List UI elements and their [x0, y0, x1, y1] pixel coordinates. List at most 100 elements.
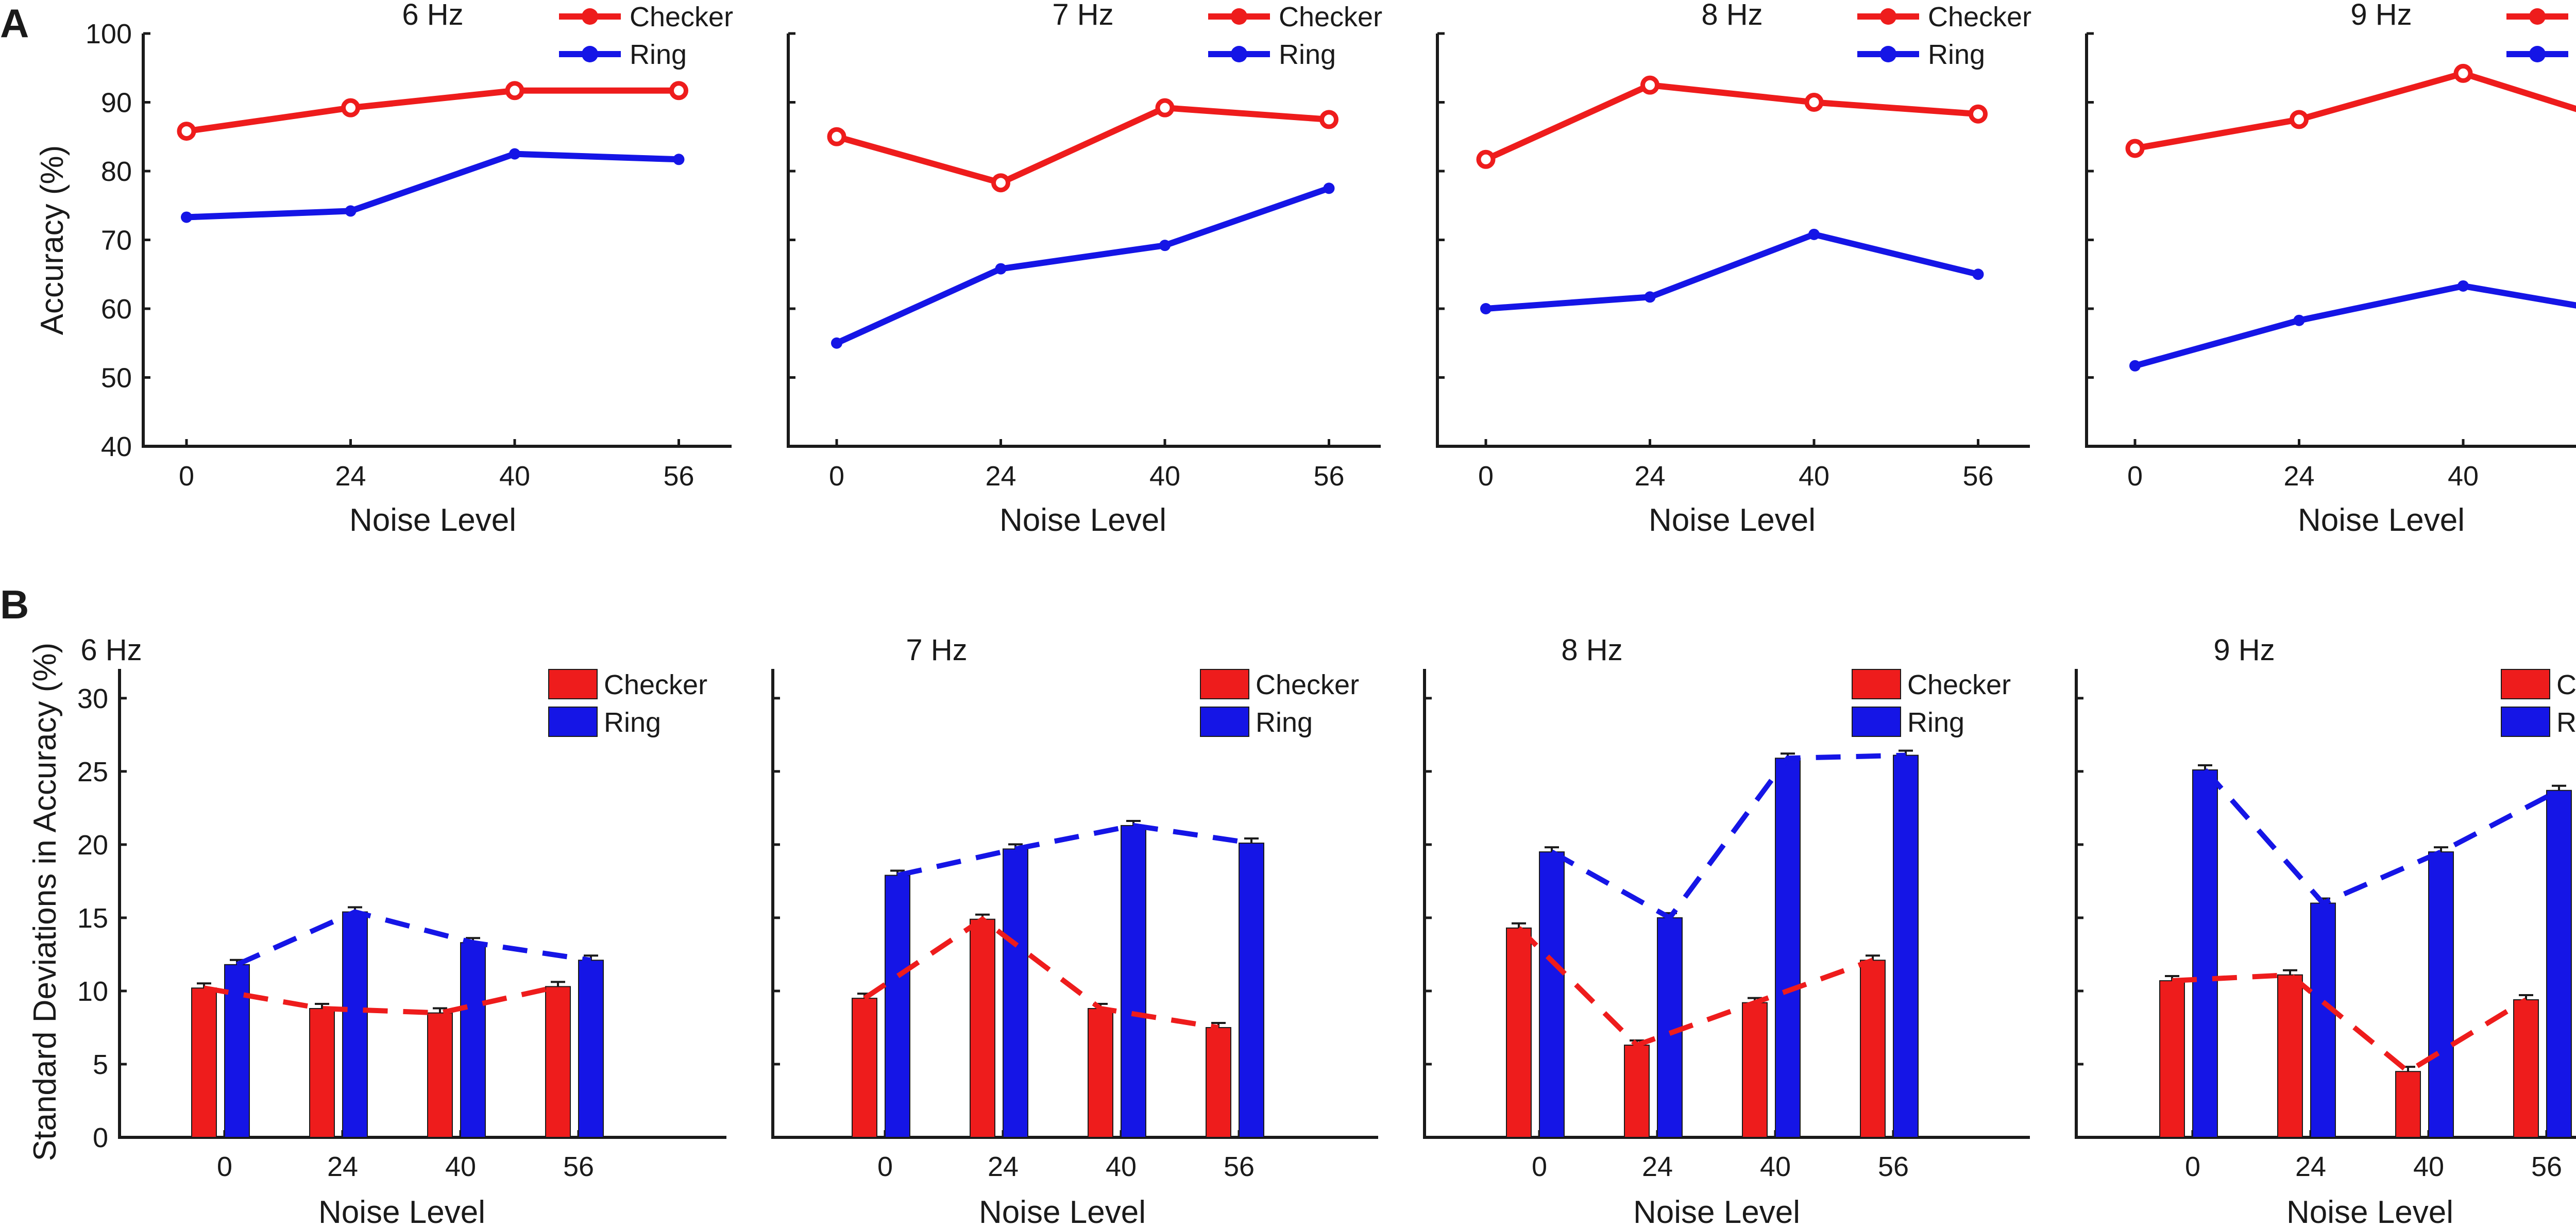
data-point-ring	[831, 337, 842, 349]
x-axis-label: Noise Level	[349, 502, 516, 538]
x-tick-label: 40	[1149, 461, 1180, 492]
legend-marker-checker	[1880, 8, 1896, 25]
data-point-ring	[1323, 182, 1335, 194]
x-tick-label: 56	[663, 461, 694, 492]
bar-checker	[1624, 1045, 1650, 1138]
legend-label-ring: Ring	[1907, 707, 1964, 738]
bar-ring	[1893, 754, 1919, 1138]
panel-b-letter: B	[0, 582, 29, 627]
legend-label-ring: Ring	[1256, 707, 1313, 738]
bar-ring	[2428, 851, 2454, 1138]
x-tick-label: 40	[499, 461, 530, 492]
y-tick-label: 5	[93, 1049, 108, 1080]
bar-ring	[1121, 825, 1146, 1138]
legend-swatch-checker	[2501, 669, 2550, 699]
data-point-checker	[505, 81, 524, 100]
x-tick-label: 24	[327, 1151, 358, 1182]
y-tick-label: 15	[77, 903, 108, 934]
x-tick-label: 0	[179, 461, 194, 492]
x-tick-label: 24	[1642, 1151, 1673, 1182]
series-line-ring	[1485, 231, 1979, 312]
x-axis-label: Noise Level	[1649, 502, 1816, 538]
legend-marker-ring	[582, 46, 598, 62]
line-chart-7hz: 0 24 40 56 7 Hz Noise Level Checker Ring	[787, 0, 1382, 538]
x-axis-label: Noise Level	[1633, 1195, 1800, 1226]
data-point-checker	[827, 127, 846, 146]
data-point-ring	[345, 205, 357, 217]
x-tick-label: 40	[2413, 1151, 2444, 1182]
x-tick-label: 24	[335, 461, 366, 492]
chart-title: 8 Hz	[1701, 0, 1762, 31]
bar-chart-6hz: 0 5 10 15 20 25 30 0 24 40 56 6 Hz Noise Level Standa…	[27, 633, 726, 1226]
y-tick-label: 40	[101, 431, 132, 462]
bar-ring	[1775, 758, 1801, 1138]
bar-checker	[1742, 1002, 1768, 1138]
chart-title: 6 Hz	[402, 0, 463, 31]
legend-marker-ring	[2529, 46, 2546, 62]
data-point-checker	[1969, 104, 1988, 124]
legend-label-checker: Checker	[1279, 2, 1382, 32]
bar-checker	[2395, 1071, 2421, 1138]
line-chart-6hz: 40 50 60 70 80 90 100 0 24 40 56 6 Hz Noise Level Acc…	[35, 0, 733, 538]
series-line-checker	[2134, 70, 2576, 152]
data-point-ring	[2293, 314, 2305, 326]
x-axis-label: Noise Level	[318, 1195, 485, 1226]
data-point-checker	[1155, 98, 1175, 117]
y-tick-label: 30	[77, 683, 108, 714]
bar-ring	[2546, 790, 2572, 1138]
trend-line-ring	[896, 822, 1252, 878]
y-tick-label: 20	[77, 830, 108, 861]
y-tick-label: 100	[86, 19, 132, 49]
data-point-checker	[669, 81, 688, 100]
series-line-ring	[835, 185, 1330, 346]
bar-checker	[852, 998, 877, 1138]
line-chart-8hz: 0 24 40 56 8 Hz Noise Level Checker Ring	[1436, 0, 2031, 538]
trend-line-ring	[235, 909, 591, 967]
bar-ring	[460, 942, 486, 1138]
series-line-ring	[2134, 282, 2576, 369]
data-point-ring	[2129, 360, 2141, 372]
data-point-ring	[509, 148, 520, 160]
data-point-ring	[2458, 280, 2469, 292]
trend-line-checker	[2172, 972, 2528, 1075]
legend-label-checker: Checker	[630, 2, 733, 32]
data-point-checker	[1319, 110, 1338, 129]
data-point-checker	[2125, 139, 2145, 158]
x-tick-label: 0	[1478, 461, 1494, 492]
legend-label-ring: Ring	[2556, 707, 2576, 738]
bar-ring	[1539, 851, 1565, 1138]
data-point-checker	[1476, 149, 1496, 169]
data-point-ring	[1644, 291, 1656, 303]
bar-chart-9hz: 0 24 40 56 9 Hz Noise Level Checker Ring	[2075, 633, 2576, 1226]
chart-title: 6 Hz	[80, 633, 142, 667]
x-tick-label: 40	[445, 1151, 476, 1182]
bar-checker	[2513, 999, 2539, 1138]
y-tick-label: 70	[101, 225, 132, 256]
data-point-checker	[177, 122, 196, 141]
bar-ring	[342, 911, 368, 1138]
data-point-checker	[1804, 93, 1824, 112]
chart-title: 9 Hz	[2213, 633, 2275, 667]
bar-checker	[2159, 980, 2185, 1138]
x-tick-label: 0	[1532, 1151, 1547, 1182]
x-tick-label: 24	[1634, 461, 1665, 492]
x-tick-label: 56	[1224, 1151, 1255, 1182]
data-point-ring	[1972, 268, 1984, 280]
y-tick-label: 80	[101, 156, 132, 187]
bar-checker	[427, 1012, 453, 1138]
x-tick-label: 56	[1962, 461, 1993, 492]
data-point-checker	[2290, 110, 2309, 129]
legend-swatch-checker	[1852, 669, 1901, 699]
bar-ring	[578, 960, 604, 1138]
y-tick-label: 10	[77, 976, 108, 1007]
x-tick-label: 56	[2531, 1151, 2562, 1182]
y-axis-label: Standard Deviations in Accuracy (%)	[27, 643, 63, 1161]
bar-ring	[2192, 769, 2218, 1138]
bar-checker	[1206, 1027, 1231, 1138]
legend-swatch-ring	[1852, 707, 1901, 737]
panel-a-letter: A	[0, 1, 29, 46]
legend-swatch-ring	[548, 707, 598, 737]
bar-chart-7hz: 0 24 40 56 7 Hz Noise Level Checker Ring	[771, 633, 1378, 1226]
